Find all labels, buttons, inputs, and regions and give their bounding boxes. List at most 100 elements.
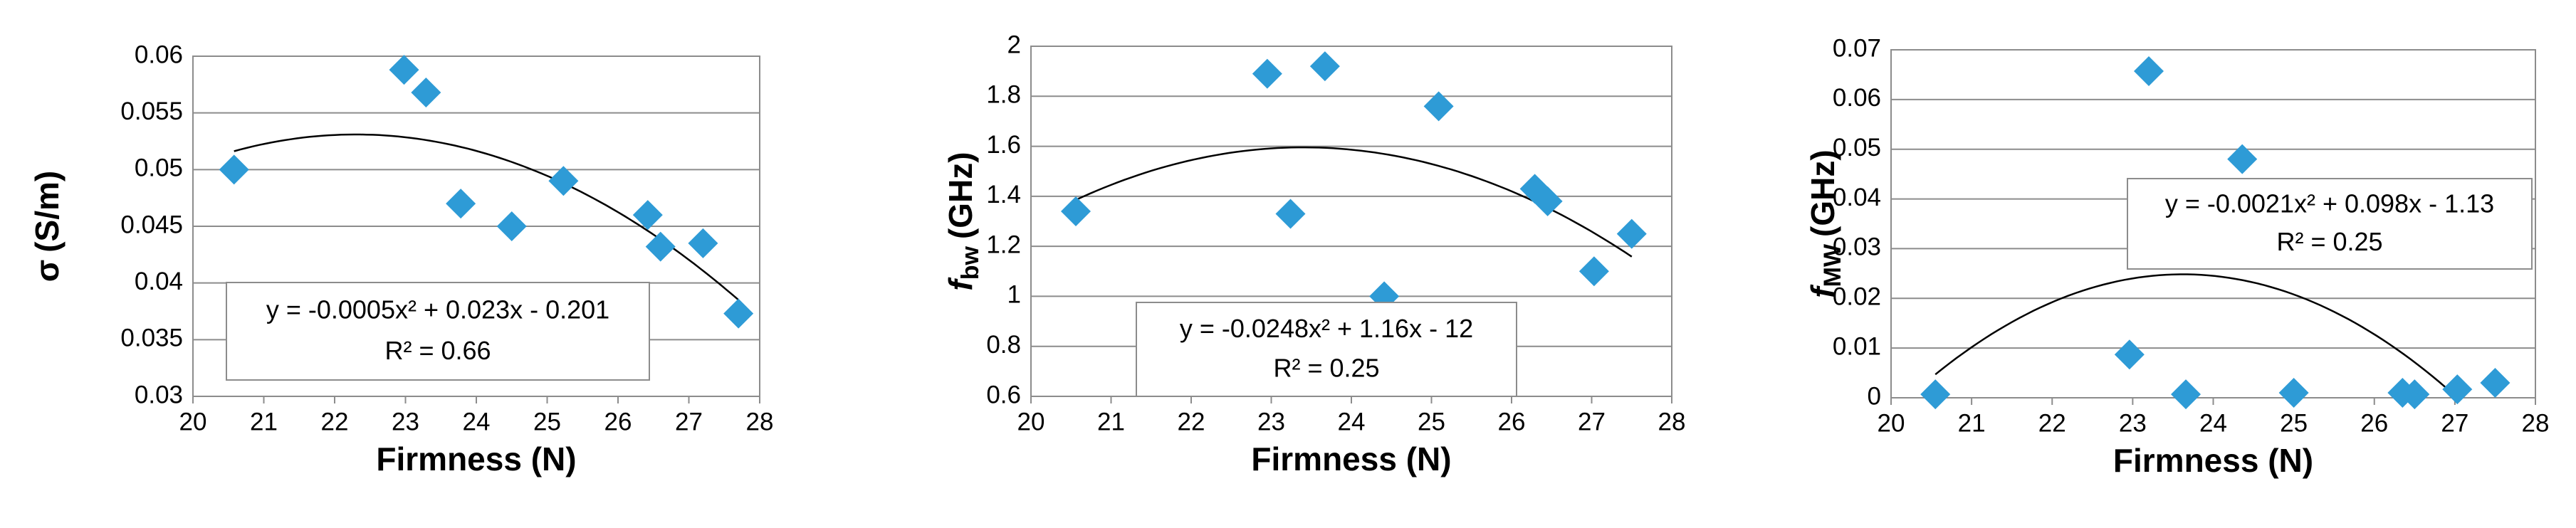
y-tick-label: 1.4 (986, 181, 1021, 208)
y-tick-label: 0.06 (135, 41, 183, 68)
y-tick-label: 0.05 (1833, 134, 1881, 162)
x-tick-label: 25 (1418, 408, 1445, 435)
data-point (2278, 378, 2309, 408)
equation-box (1136, 302, 1517, 397)
x-tick-label: 27 (1578, 408, 1606, 435)
data-point (1423, 91, 1454, 122)
equation-box (226, 282, 650, 381)
y-tick-label: 0.04 (1833, 184, 1881, 211)
data-point (2134, 56, 2164, 87)
y-subscript: MW (1819, 243, 1846, 287)
x-axis-title: Firmness (N) (1251, 440, 1451, 477)
data-point (688, 228, 718, 258)
plot-border (192, 56, 760, 397)
chart: 0 0.01 0.02 0.03 0.04 0.05 0.06 0.07 20 21 22 23 24 2… (1804, 34, 2549, 479)
data-point (219, 154, 249, 185)
data-point (1252, 58, 1282, 89)
y-tick-label: 0.01 (1833, 332, 1881, 360)
y-tick-label: 0 (1868, 382, 1881, 410)
x-tick-label: 26 (1498, 408, 1526, 435)
trend-equation: y = -0.0005x² + 0.023x - 0.201 (266, 295, 609, 324)
x-tick-label: 23 (1257, 408, 1285, 435)
y-symbol: f (1804, 284, 1841, 298)
x-tick-label: 22 (2038, 409, 2066, 437)
y-symbol: σ (28, 260, 66, 282)
x-tick-label: 23 (2119, 409, 2147, 437)
trend-r-squared: R² = 0.25 (1273, 354, 1379, 383)
y-tick-label: 0.07 (1833, 34, 1881, 62)
chart: 0.6 0.8 1 1.2 1.4 1.6 1.8 2 20 21 22 23 24 25 26 27 28 Fi… (942, 31, 1685, 477)
y-tick-label: 0.6 (986, 381, 1021, 408)
y-unit: (S/m) (28, 171, 66, 253)
y-unit: (GHz) (1804, 149, 1841, 237)
x-tick-label: 26 (604, 408, 632, 435)
data-point (1616, 218, 1647, 249)
x-tick-label: 28 (1658, 408, 1686, 435)
y-tick-label: 0.05 (135, 154, 183, 182)
y-tick-label: 1.8 (986, 81, 1021, 109)
plot-border (1890, 49, 2536, 398)
x-tick-label: 24 (2199, 409, 2227, 437)
x-axis-title: Firmness (N) (376, 440, 576, 477)
trend-r-squared: R² = 0.66 (384, 336, 491, 365)
x-tick-label: 27 (2441, 409, 2468, 437)
x-tick-label: 20 (1017, 408, 1045, 435)
x-tick-label: 21 (1958, 409, 1986, 437)
y-tick-label: 0.06 (1833, 84, 1881, 112)
data-point (548, 166, 579, 196)
x-tick-label: 21 (250, 408, 278, 435)
y-axis-title: fMW (GHz) (1804, 149, 1846, 297)
x-tick-label: 26 (2360, 409, 2388, 437)
y-tick-label: 0.055 (120, 97, 183, 125)
y-tick-label: 0.03 (1833, 233, 1881, 261)
data-point (1532, 186, 1563, 216)
x-tick-label: 25 (533, 408, 561, 435)
x-tick-label: 25 (2280, 409, 2308, 437)
data-point (496, 211, 527, 241)
data-point (1920, 379, 1951, 410)
y-tick-label: 2 (1007, 31, 1021, 58)
data-point (446, 189, 476, 219)
chart: 0.03 0.035 0.04 0.045 0.05 0.055 0.06 20 21 22 23 2… (28, 41, 773, 477)
data-point (645, 231, 676, 262)
x-tick-label: 27 (675, 408, 703, 435)
y-symbol: f (942, 277, 979, 291)
x-tick-label: 23 (392, 408, 419, 435)
equation-box (2127, 178, 2533, 270)
x-tick-label: 28 (2522, 409, 2550, 437)
y-tick-label: 0.04 (135, 268, 183, 295)
y-axis-title: fbw (GHz) (942, 152, 984, 290)
x-tick-label: 20 (179, 408, 207, 435)
trend-r-squared: R² = 0.25 (2276, 227, 2382, 256)
x-tick-label: 24 (1338, 408, 1366, 435)
x-tick-label: 21 (1097, 408, 1125, 435)
x-tick-label: 22 (1178, 408, 1205, 435)
data-point (723, 298, 754, 329)
y-tick-label: 0.03 (135, 381, 183, 408)
data-point (2399, 379, 2430, 410)
data-point (2171, 379, 2201, 410)
x-tick-label: 22 (321, 408, 349, 435)
data-point (2480, 368, 2510, 398)
data-point (1309, 51, 1340, 82)
trendline (234, 133, 740, 301)
y-tick-label: 1.2 (986, 231, 1021, 258)
data-point (389, 55, 419, 85)
y-tick-label: 0.8 (986, 331, 1021, 359)
data-point (1578, 256, 1609, 287)
y-subscript: bw (957, 245, 984, 280)
trend-equation: y = -0.0248x² + 1.16x - 12 (1180, 314, 1473, 343)
y-tick-label: 0.02 (1833, 283, 1881, 311)
y-tick-label: 1 (1007, 281, 1021, 309)
y-tick-label: 0.045 (120, 211, 183, 238)
data-point (2114, 339, 2145, 370)
x-axis-title: Firmness (N) (2113, 442, 2313, 479)
y-unit: (GHz) (942, 152, 979, 239)
x-tick-label: 24 (463, 408, 491, 435)
trendline (1934, 273, 2459, 398)
data-point (411, 77, 441, 107)
y-tick-label: 0.035 (120, 324, 183, 352)
x-tick-label: 28 (746, 408, 774, 435)
